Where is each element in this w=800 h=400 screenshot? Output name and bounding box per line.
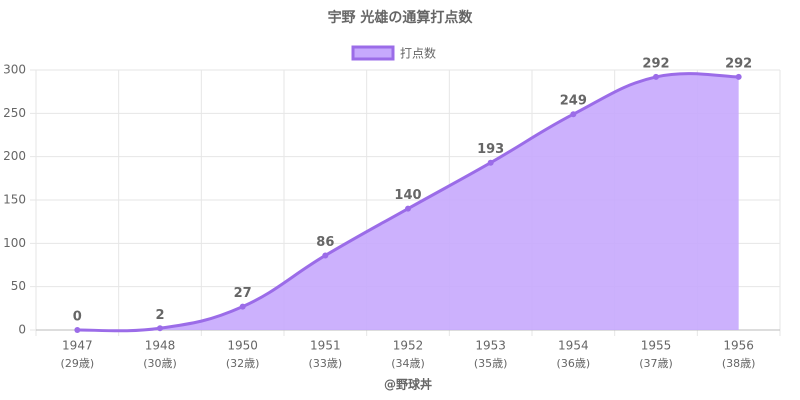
data-label: 27 <box>234 286 252 301</box>
y-tick-label: 250 <box>3 106 26 120</box>
x-tick-label: 1953 <box>475 339 506 353</box>
x-tick-sublabel: (30歳) <box>143 357 177 370</box>
data-label: 249 <box>560 94 587 109</box>
data-label: 0 <box>73 310 82 325</box>
y-tick-label: 300 <box>3 63 26 77</box>
point <box>487 159 494 166</box>
x-tick-label: 1956 <box>723 339 754 353</box>
x-tick-label: 1952 <box>393 339 424 353</box>
x-tick-sublabel: (32歳) <box>226 357 260 370</box>
point <box>735 73 742 80</box>
x-tick-label: 1950 <box>227 339 258 353</box>
area <box>77 73 739 331</box>
data-label: 2 <box>155 308 164 323</box>
data-label: 86 <box>316 235 334 250</box>
x-axis-title: @野球丼 <box>384 377 432 392</box>
x-tick-sublabel: (29歳) <box>61 357 95 370</box>
data-label: 193 <box>477 142 504 157</box>
y-tick-label: 200 <box>3 149 26 163</box>
y-tick-label: 100 <box>3 236 26 250</box>
x-tick-sublabel: (36歳) <box>557 357 591 370</box>
legend-swatch <box>351 45 395 61</box>
chart-title: 宇野 光雄の通算打点数 <box>328 9 474 26</box>
point <box>653 73 659 80</box>
point <box>239 303 246 310</box>
x-tick-label: 1951 <box>310 339 341 353</box>
data-label: 292 <box>725 56 752 71</box>
y-tick-label: 150 <box>3 193 26 207</box>
x-tick-label: 1947 <box>62 339 93 353</box>
point <box>570 111 577 118</box>
point <box>157 325 163 332</box>
x-tick-sublabel: (33歳) <box>309 357 343 370</box>
data-label: 140 <box>394 188 421 203</box>
point <box>405 205 411 212</box>
point <box>322 252 329 259</box>
y-tick-label: 0 <box>18 323 26 337</box>
y-tick-label: 50 <box>11 279 26 293</box>
x-tick-label: 1955 <box>641 339 672 353</box>
point <box>74 327 81 333</box>
x-tick-sublabel: (35歳) <box>474 357 508 370</box>
x-tick-label: 1948 <box>145 339 176 353</box>
data-label: 292 <box>642 56 669 71</box>
x-tick-sublabel: (38歳) <box>722 357 756 370</box>
x-tick-sublabel: (34歳) <box>391 357 425 370</box>
x-tick-sublabel: (37歳) <box>639 357 673 370</box>
legend-label: 打点数 <box>400 46 436 61</box>
x-tick-label: 1954 <box>558 339 589 353</box>
